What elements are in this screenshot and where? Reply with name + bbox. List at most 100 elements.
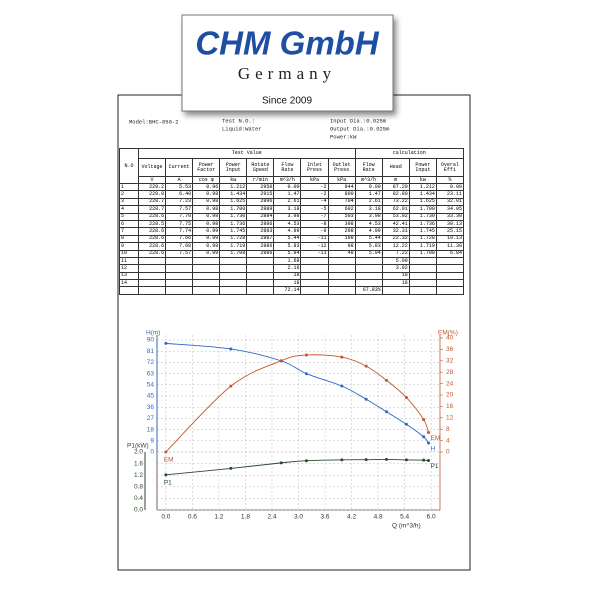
table-cell: 1.728 (219, 234, 248, 244)
table-cell: -5 (300, 205, 329, 214)
table-cell: 0.98 (192, 197, 221, 207)
table-cell: 228.6 (137, 234, 167, 244)
group-header: Test Value (138, 148, 356, 159)
column-unit: r/min (246, 176, 275, 184)
header-cell: N.O (119, 148, 139, 184)
data-point (384, 457, 388, 461)
table-cell: 3.18 (354, 205, 383, 214)
table-cell: 228.6 (137, 249, 167, 258)
table-cell: -2 (300, 182, 329, 192)
table-cell: 1.625 (219, 197, 248, 207)
table-cell: 6.84 (435, 249, 465, 258)
data-point (304, 459, 308, 463)
series-label: EM (431, 435, 441, 442)
table-row: 10 228.6 7.57 0.99 1.708 2886 5.94 -13 48 5.94 7.2… (119, 249, 465, 258)
input-dia: Input Dia.:0.025m (330, 117, 387, 124)
table-cell: 1.434 (219, 190, 248, 199)
y2-tick-label: 8 (446, 426, 450, 433)
table-cell: -9 (300, 227, 329, 236)
table-cell (165, 264, 194, 273)
table-cell: -7 (300, 212, 329, 221)
x-axis-title: Q (m^3/h) (392, 523, 421, 530)
data-point (427, 458, 431, 462)
table-cell: 1.700 (408, 205, 437, 214)
table-cell: 11 (119, 256, 139, 266)
table-cell (354, 264, 383, 273)
series-label: EM (164, 457, 174, 464)
table-cell: 2886 (246, 219, 275, 229)
table-cell: 30.13 (435, 219, 465, 229)
table-head: N.O Test Value calculation Voltage Current Po… (119, 148, 465, 184)
column-unit: m^3/h (273, 176, 302, 184)
table-cell: -2 (300, 190, 329, 199)
table-row: 13 18 18 (119, 271, 465, 281)
table-cell (246, 264, 275, 273)
column-unit: kPa (300, 176, 329, 184)
table-cell (137, 264, 167, 273)
table-cell: 198 (327, 234, 356, 244)
table-cell: 7.70 (165, 212, 194, 221)
table-cell: 2884 (246, 212, 275, 221)
table-cell: 2886 (246, 249, 275, 258)
table-cell: 48 (327, 249, 356, 258)
country: Germany (238, 64, 336, 83)
table-cell: 0.00 (273, 182, 302, 192)
y3-tick-label: 0.4 (134, 495, 143, 502)
table-cell: 8 (119, 234, 139, 244)
table-cell: 3.92 (381, 264, 410, 273)
data-point (304, 372, 308, 376)
data-point (279, 461, 283, 465)
table-row: 14 18 18 (119, 279, 465, 288)
table-cell: 5.44 (273, 234, 302, 244)
data-point (229, 347, 233, 351)
column-name: Overal Effi (435, 158, 465, 177)
data-point (427, 441, 431, 445)
table-row: 7 228.6 7.74 0.99 1.745 2883 4.99 -9 298 4.99 32.3… (119, 227, 465, 236)
table-row: 8 228.6 7.66 0.99 1.728 2887 5.44 -11 198 5.44 22.… (119, 234, 465, 244)
table-row: 12 2.16 3.92 (119, 264, 465, 273)
table-cell: 228.5 (137, 219, 167, 229)
y2-tick-label: 28 (446, 369, 454, 376)
table-cell: 2889 (246, 205, 275, 214)
table-cell (192, 279, 221, 288)
table-cell: 7.60 (165, 242, 194, 251)
series-line (165, 458, 429, 476)
table-cell: 1.730 (219, 212, 248, 221)
table-cell (165, 286, 194, 295)
table-cell (192, 264, 221, 273)
data-point (279, 359, 283, 363)
table-cell: 2896 (246, 197, 275, 207)
table-cell: 228.7 (137, 197, 167, 207)
table-cell: 98 (327, 242, 356, 251)
x-tick-label: 1.2 (214, 514, 223, 521)
column-unit: kPa (327, 176, 356, 184)
table-cell: 2915 (246, 190, 275, 199)
table-cell (300, 256, 329, 266)
y3-tick-label: 1.6 (134, 460, 143, 467)
data-point (422, 435, 426, 439)
column-unit: m^3/h (354, 176, 383, 184)
logo: CHM GmbH (195, 25, 379, 62)
table-row: 5 228.6 7.70 0.98 1.730 2884 3.98 -7 503 3.98 53.0… (119, 212, 465, 221)
power: Power:kW (330, 133, 357, 140)
table-cell: 5.83 (273, 242, 302, 251)
table-cell: 18 (381, 271, 410, 281)
column-unit: cos φ (192, 176, 221, 184)
table-cell (300, 279, 329, 288)
logo-box (181, 14, 394, 112)
table-cell: 4.99 (354, 227, 383, 236)
column-name: Inlet Press (300, 158, 329, 177)
data-point (404, 422, 408, 426)
column-unit: A (165, 176, 194, 184)
table-cell: 6 (119, 219, 139, 229)
table-cell: 228.7 (137, 205, 167, 214)
table-cell: 3.18 (273, 205, 302, 214)
table-cell (327, 264, 356, 273)
data-point (404, 458, 408, 462)
table-cell: 1.212 (219, 182, 248, 192)
y-tick-label: 45 (147, 393, 155, 400)
column-name: Head (381, 158, 410, 177)
table-cell: 0.98 (192, 219, 221, 229)
table-cell: 1.730 (408, 212, 437, 221)
data-point (364, 397, 368, 401)
